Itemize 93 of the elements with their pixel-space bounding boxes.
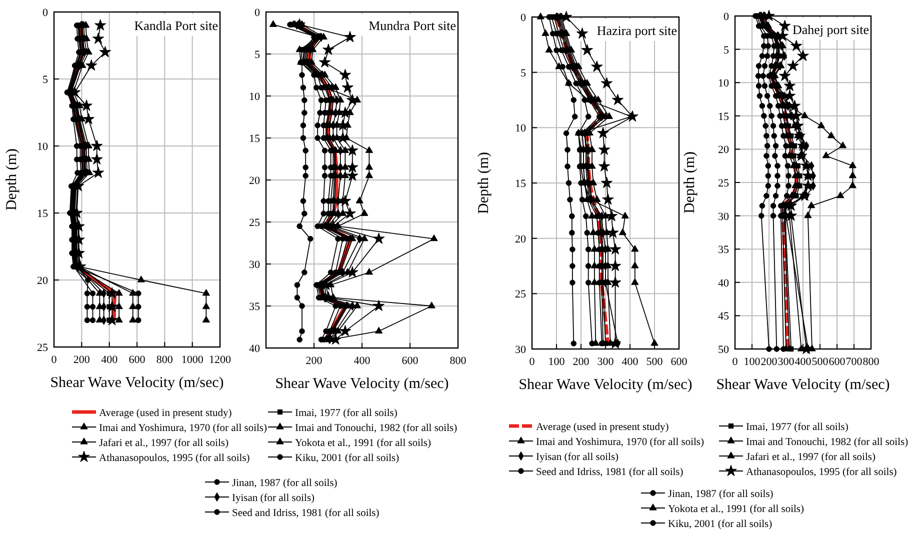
x-tick-label: 0 [529, 356, 536, 368]
y-tick-label: 40 [718, 277, 730, 290]
x-tick-label: 400 [794, 356, 812, 368]
x-tick-label: 600 [828, 356, 846, 368]
text: Dahej port site [792, 22, 870, 37]
y-tick-label: 0 [520, 12, 526, 24]
legend-label: Jinan, 1987 (for all soils) [232, 478, 338, 489]
y-tick-label: 5 [254, 49, 260, 61]
y-axis-title: Depth (m) [476, 152, 492, 214]
legend-label: Athanasopoulos, 1995 (for all soils) [99, 453, 250, 464]
y-tick-label: 25 [37, 342, 48, 354]
legend-label: Kiku, 2001 (for all soils) [668, 519, 773, 530]
y-tick-label: 5 [42, 74, 48, 86]
legend-label: Jafari et al., 1997 (for all soils) [746, 452, 876, 463]
y-tick-label: 45 [718, 310, 730, 323]
y-tick-label: 40 [249, 343, 260, 355]
x-tick-label: 300 [778, 356, 795, 368]
legend-label: Average (used in present study) [536, 422, 670, 433]
y-tick-label: 0 [254, 7, 260, 19]
y-tick-label: 0 [724, 11, 730, 23]
y-tick-label: 15 [718, 110, 730, 123]
y-tick-label: 30 [718, 210, 730, 223]
y-tick-label: 15 [515, 178, 526, 190]
y-tick-label: 0 [42, 7, 48, 19]
x-tick-label: 300 [597, 356, 614, 368]
y-tick-label: 5 [724, 44, 730, 56]
legend-label: Seed and Idriss, 1981 (for all soils) [536, 467, 684, 478]
legend-label: Yokota et al., 1991 (for all soils) [295, 438, 432, 449]
y-tick-label: 20 [37, 275, 48, 287]
x-tick-label: 400 [622, 356, 639, 368]
y-axis-title: Depth (m) [4, 148, 20, 211]
x-tick-label: 600 [128, 354, 146, 366]
legend-label: Iyisan (for all soils) [536, 452, 620, 463]
legend-label: Kiku, 2001 (for all soils) [295, 453, 400, 464]
x-tick-label: 800 [156, 354, 174, 366]
x-tick-label: 700 [846, 356, 863, 368]
y-tick-label: 10 [249, 91, 260, 103]
y-tick-label: 25 [249, 217, 260, 229]
legend-label: Imai, 1977 (for all soils) [295, 408, 398, 419]
x-tick-label: 200 [306, 355, 323, 367]
x-tick-label: 0 [51, 354, 58, 366]
y-tick-label: 10 [718, 78, 730, 90]
y-tick-label: 50 [718, 344, 730, 356]
x-tick-label: 100 [744, 356, 761, 368]
x-tick-label: 200 [572, 356, 590, 368]
legend-label: Imai and Tonouchi, 1982 (for all soils) [746, 437, 909, 448]
text: Hazira port site [596, 23, 678, 38]
text: Mundra Port site [368, 18, 456, 33]
y-tick-label: 20 [249, 175, 260, 187]
legend-label: Jinan, 1987 (for all soils) [668, 489, 774, 500]
legend-label: Imai, 1977 (for all soils) [746, 422, 849, 433]
y-tick-label: 10 [515, 122, 526, 135]
y-tick-label: 25 [718, 178, 730, 190]
y-tick-label: 15 [37, 208, 48, 220]
text: Kandla Port site [134, 18, 218, 33]
x-tick-label: 1000 [181, 354, 204, 366]
legend-label: Imai and Tonouchi, 1982 (for all soils) [295, 423, 458, 434]
x-tick-label: 0 [732, 356, 738, 368]
x-tick-label: 800 [862, 356, 880, 368]
legend-label: Yokota et al., 1991 (for all soils) [668, 504, 805, 515]
y-tick-label: 15 [249, 133, 260, 145]
y-tick-label: 30 [515, 344, 526, 356]
y-tick-label: 25 [515, 288, 526, 301]
x-tick-label: 400 [101, 354, 118, 366]
legend-label: Athanasopoulos, 1995 (for all soils) [746, 467, 898, 478]
x-tick-label: 500 [646, 356, 664, 368]
x-tick-label: 600 [402, 355, 419, 367]
legend-label: Iyisan (for all soils) [232, 493, 316, 504]
y-tick-label: 10 [37, 141, 48, 153]
y-axis-title: Depth (m) [682, 151, 698, 214]
y-tick-label: 35 [718, 244, 730, 256]
x-tick-label: 1200 [209, 354, 232, 366]
x-tick-label: 100 [548, 356, 566, 368]
x-tick-label: 500 [812, 356, 829, 368]
x-axis-title: Shear Wave Velocity (m/sec) [518, 377, 692, 393]
y-tick-label: 30 [249, 259, 260, 271]
y-tick-label: 20 [515, 233, 526, 246]
legend-label: Imai and Yoshimura, 1970 (for all soils) [99, 423, 268, 434]
legend-label: Seed and Idriss, 1981 (for all soils) [232, 508, 380, 519]
y-tick-label: 5 [520, 67, 526, 80]
legend-label: Jafari et al., 1997 (for all soils) [99, 438, 229, 449]
x-axis-title: Shear Wave Velocity (m/sec) [50, 375, 224, 391]
y-tick-label: 35 [249, 301, 260, 313]
x-tick-label: 200 [73, 354, 90, 366]
y-tick-label: 20 [718, 144, 730, 156]
x-tick-label: 800 [450, 355, 467, 367]
legend-label: Average (used in present study) [99, 408, 232, 419]
legend-label: Imai and Yoshimura, 1970 (for all soils) [536, 437, 704, 448]
x-axis-title: Shear Wave Velocity (m/sec) [275, 376, 449, 392]
x-axis-title: Shear Wave Velocity (m/sec) [716, 377, 890, 393]
x-tick-label: 200 [760, 356, 778, 368]
x-tick-label: 600 [670, 356, 688, 368]
x-tick-label: 400 [354, 355, 371, 367]
